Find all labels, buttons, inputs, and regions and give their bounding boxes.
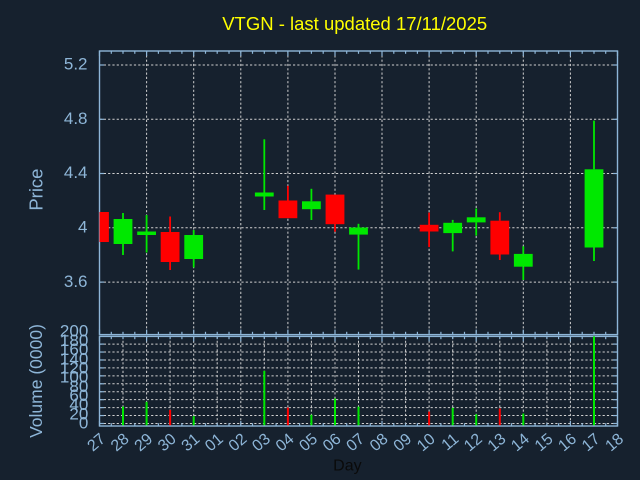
svg-text:40: 40 xyxy=(69,395,88,414)
svg-text:4.4: 4.4 xyxy=(64,163,88,182)
svg-text:0: 0 xyxy=(79,414,88,433)
svg-text:5.2: 5.2 xyxy=(64,55,88,74)
svg-text:140: 140 xyxy=(60,349,88,368)
svg-text:4: 4 xyxy=(78,218,87,237)
svg-text:200: 200 xyxy=(60,322,88,341)
svg-text:Volume (0000): Volume (0000) xyxy=(26,324,46,438)
svg-text:Day: Day xyxy=(333,458,361,475)
svg-text:VTGN - last updated 17/11/2025: VTGN - last updated 17/11/2025 xyxy=(222,13,487,34)
svg-text:60: 60 xyxy=(69,386,88,405)
svg-text:80: 80 xyxy=(69,377,88,396)
svg-text:180: 180 xyxy=(60,331,88,350)
svg-text:20: 20 xyxy=(69,404,88,423)
svg-text:160: 160 xyxy=(60,340,88,359)
svg-text:120: 120 xyxy=(60,358,88,377)
svg-text:4.8: 4.8 xyxy=(64,109,88,128)
svg-text:3.6: 3.6 xyxy=(64,272,88,291)
svg-text:100: 100 xyxy=(60,368,88,387)
svg-text:Price: Price xyxy=(26,169,47,211)
